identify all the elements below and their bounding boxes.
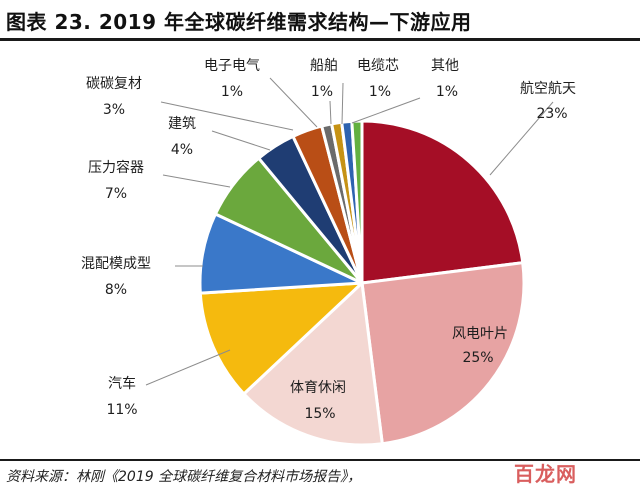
pie-slice xyxy=(198,281,367,397)
slice-label: 电子电气 xyxy=(204,58,260,74)
slice-value-label: 23% xyxy=(536,106,567,122)
slice-label: 船舶 xyxy=(310,58,338,74)
chart-title: 图表 23. 2019 年全球碳纤维需求结构—下游应用 xyxy=(6,10,472,34)
slice-value-label: 25% xyxy=(462,350,493,366)
slice-value-label: 1% xyxy=(221,84,243,100)
slice-value-label: 1% xyxy=(369,84,391,100)
leader-line xyxy=(489,101,554,176)
leader-line xyxy=(341,82,344,125)
slice-value-label: 1% xyxy=(436,84,458,100)
slice-label: 建筑 xyxy=(168,116,196,132)
slice-value-label: 1% xyxy=(311,84,333,100)
slice-value-label: 7% xyxy=(105,186,127,202)
pie-slice xyxy=(360,261,526,446)
leader-line xyxy=(329,100,332,125)
slice-label: 体育休闲 xyxy=(290,380,346,396)
slice-label: 电缆芯 xyxy=(357,58,399,74)
leader-line xyxy=(162,174,231,188)
slice-value-label: 3% xyxy=(103,102,125,118)
pie-slice xyxy=(241,279,384,447)
slice-value-label: 15% xyxy=(304,406,335,422)
footer-divider xyxy=(0,459,640,461)
slice-label: 风电叶片 xyxy=(452,326,508,342)
leader-line xyxy=(351,97,421,124)
slice-label: 汽车 xyxy=(108,375,136,392)
pie-chart: 航空航天 23% 风电叶片 25% 体育休闲 15% 汽车 11% 混配模成型 8% 压力容器 7% 建… xyxy=(81,58,576,447)
leader-line xyxy=(145,349,231,386)
slice-label: 压力容器 xyxy=(88,159,144,176)
slice-label: 混配模成型 xyxy=(81,256,151,272)
slice-label: 碳碳复材 xyxy=(86,75,142,92)
title-bar: 图表 23. 2019 年全球碳纤维需求结构—下游应用 xyxy=(0,0,640,41)
leader-line xyxy=(269,77,318,128)
leader-line xyxy=(160,101,294,131)
slice-value-label: 4% xyxy=(171,142,193,158)
watermark-logo: 百龙网 xyxy=(514,462,577,486)
leader-line xyxy=(211,130,271,151)
slice-label: 航空航天 xyxy=(520,81,576,97)
source-note: 资料来源：林刚《2019 全球碳纤维复合材料市场报告》， xyxy=(6,469,362,485)
slice-value-label: 11% xyxy=(106,402,137,418)
slice-label: 其他 xyxy=(431,58,459,74)
slice-value-label: 8% xyxy=(105,282,127,298)
pie-slice xyxy=(360,119,525,285)
